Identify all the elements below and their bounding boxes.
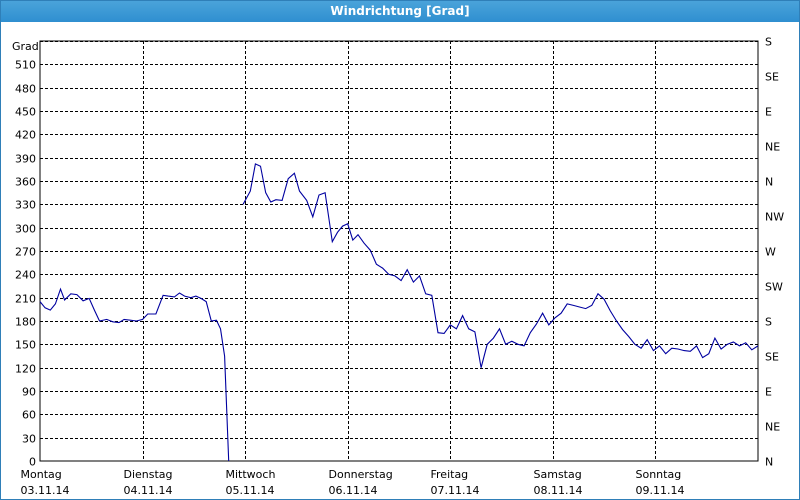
x-tick-day: Montag	[21, 468, 62, 481]
right-axis-label: SW	[765, 281, 783, 294]
y-tick-label: 450	[15, 106, 36, 119]
x-tick-date: 03.11.14	[21, 484, 70, 497]
x-tick-date: 06.11.14	[329, 484, 378, 497]
right-axis-label: E	[765, 106, 772, 119]
y-tick-label: 0	[29, 456, 36, 469]
right-axis-label: E	[765, 386, 772, 399]
y-tick-label: 180	[15, 316, 36, 329]
right-axis-label: NE	[765, 141, 780, 154]
right-axis-label: N	[765, 176, 773, 189]
x-tick-date: 04.11.14	[124, 484, 173, 497]
x-tick-date: 05.11.14	[226, 484, 275, 497]
x-tick-day: Sonntag	[636, 468, 682, 481]
y-tick-label: 480	[15, 83, 36, 96]
x-tick-day: Freitag	[431, 468, 469, 481]
y-tick-label: 360	[15, 176, 36, 189]
right-axis-label: NW	[765, 211, 784, 224]
y-tick-label: 510	[15, 59, 36, 72]
right-axis-label: S	[765, 316, 772, 329]
y-tick-label: 240	[15, 269, 36, 282]
x-tick-day: Samstag	[534, 468, 582, 481]
y-tick-label: 120	[15, 363, 36, 376]
x-tick-date: 08.11.14	[534, 484, 583, 497]
window-title: Windrichtung [Grad]	[1, 1, 799, 22]
x-tick-day: Donnerstag	[329, 468, 393, 481]
y-tick-label: 60	[22, 409, 36, 422]
y-tick-label: 390	[15, 153, 36, 166]
y-tick-label: 420	[15, 129, 36, 142]
right-axis-label: SE	[765, 351, 779, 364]
y-tick-label: 330	[15, 199, 36, 212]
right-axis-label: N	[765, 456, 773, 469]
x-tick-day: Dienstag	[124, 468, 173, 481]
right-axis-label: SE	[765, 71, 779, 84]
right-axis-label: W	[765, 246, 776, 259]
wind-direction-line	[242, 163, 759, 368]
wind-direction-line	[39, 287, 230, 462]
y-tick-label: 90	[22, 386, 36, 399]
y-axis-label: Grad	[12, 40, 39, 53]
x-tick-date: 09.11.14	[636, 484, 685, 497]
right-axis-label: S	[765, 36, 772, 49]
right-axis-label: NE	[765, 421, 780, 434]
y-tick-label: 30	[22, 433, 36, 446]
y-tick-label: 270	[15, 246, 36, 259]
y-tick-label: 210	[15, 293, 36, 306]
y-tick-label: 300	[15, 223, 36, 236]
x-tick-date: 07.11.14	[431, 484, 480, 497]
x-tick-day: Mittwoch	[226, 468, 276, 481]
y-tick-label: 150	[15, 339, 36, 352]
